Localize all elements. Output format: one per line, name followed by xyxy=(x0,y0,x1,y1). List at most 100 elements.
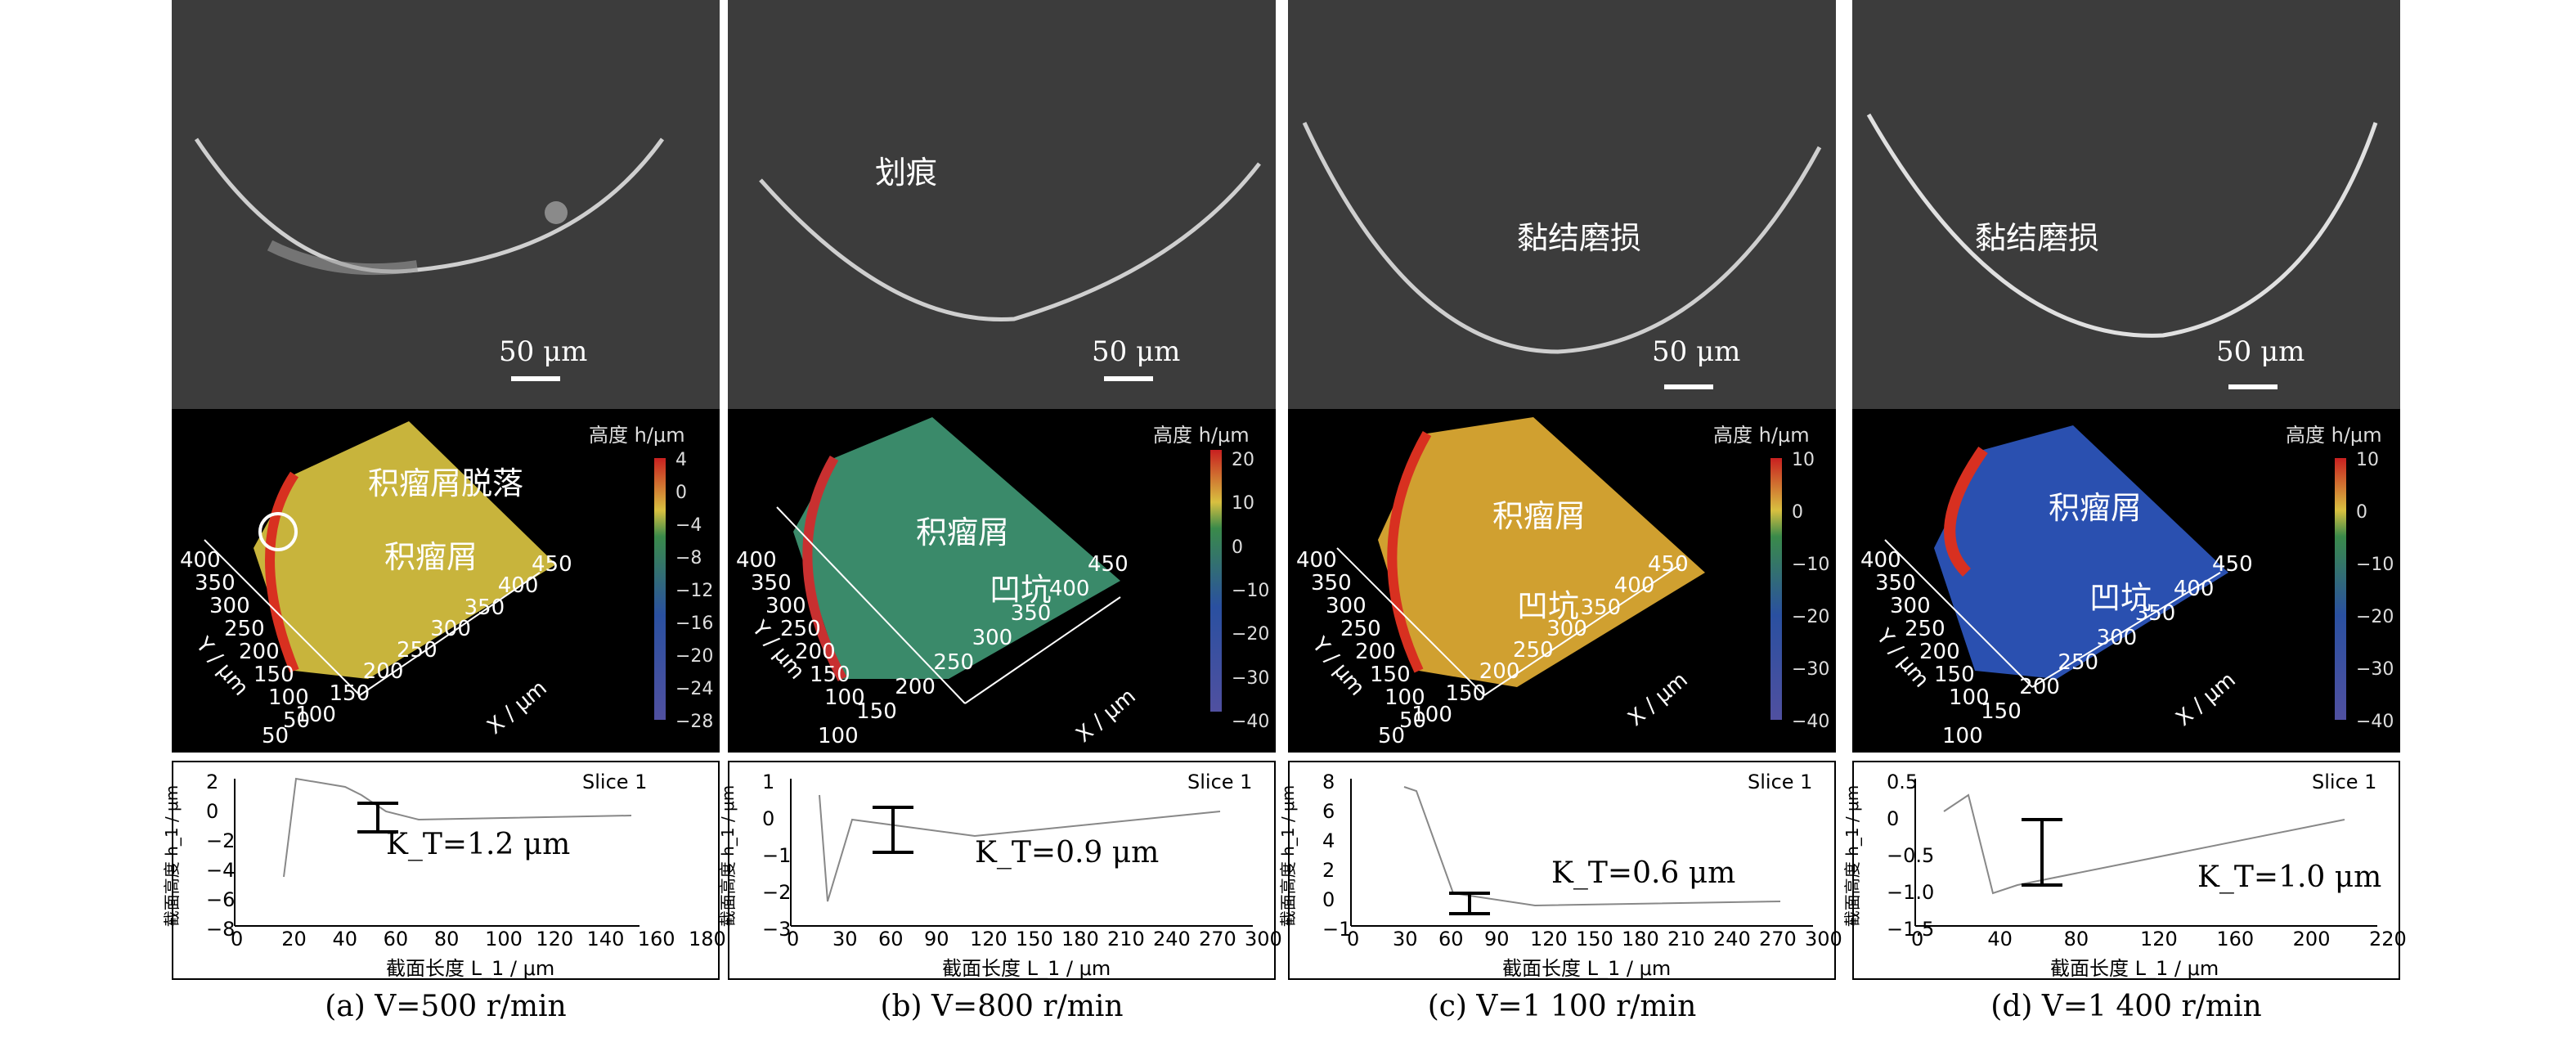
profile-y-tick: 0 xyxy=(1887,807,1900,830)
profile-y-tick: −4 xyxy=(206,859,236,882)
colormap-a: 积瘤屑脱落 积瘤屑 高度 h/μm X / μm Y / μm 4 0 −4 −8 −1… xyxy=(172,409,720,753)
y-tick: 250 xyxy=(780,617,821,641)
profile-y-tick: −0.5 xyxy=(1887,844,1935,867)
cmap-label-0: 积瘤屑 xyxy=(916,515,1010,550)
x-tick: 250 xyxy=(397,638,438,663)
colorbar-tick: 20 xyxy=(1232,450,1254,470)
x-tick: 250 xyxy=(1513,638,1554,663)
colormap-c: 积瘤屑 凹坑 高度 h/μm X / μm Y / μm 10 0 −10 −20 −3… xyxy=(1288,409,1836,753)
profile-x-tick: 200 xyxy=(2292,928,2331,950)
x-tick: 100 xyxy=(1942,724,1983,748)
profile-x-tick: 180 xyxy=(1061,928,1099,950)
colorbar-title: 高度 h/μm xyxy=(2286,424,2382,447)
y-tick: 250 xyxy=(1340,617,1381,641)
kt-value: K_T=0.6 μm xyxy=(1551,856,1736,890)
x-axis-label: 截面长度 L_1 / μm xyxy=(1502,957,1672,980)
colormap-d: 积瘤屑 凹坑 高度 h/μm X / μm Y / μm 10 0 −10 −20 −3… xyxy=(1852,409,2400,753)
x-tick: 300 xyxy=(1546,616,1587,641)
profile-x-tick: 80 xyxy=(2063,928,2089,950)
x-tick: 150 xyxy=(329,681,370,706)
profile-x-tick: 40 xyxy=(1987,928,2013,950)
profile-y-tick: 8 xyxy=(1322,771,1335,793)
profile-x-tick: 180 xyxy=(689,928,726,950)
profile-x-tick: 100 xyxy=(485,928,523,950)
colorbar-tick: −30 xyxy=(1792,659,1830,680)
sem-label-0: 黏结磨损 xyxy=(1517,220,1642,256)
colorbar-tick: −20 xyxy=(2356,607,2394,627)
profile-x-tick: 160 xyxy=(637,928,675,950)
colorbar-tick: 10 xyxy=(1232,493,1254,515)
profile-y-tick: −1 xyxy=(762,844,792,867)
profile-x-tick: 40 xyxy=(332,928,357,950)
sem-image-c: 黏结磨损 50 μm xyxy=(1288,0,1836,409)
colorbar-tick: −28 xyxy=(675,712,714,732)
colorbar-tick: −8 xyxy=(675,548,702,568)
profile-x-tick: 60 xyxy=(383,928,409,950)
x-tick: 200 xyxy=(362,659,404,685)
surface-a xyxy=(204,421,556,696)
y-tick: 200 xyxy=(1919,640,1960,664)
y-tick: 150 xyxy=(1370,663,1411,687)
profile-x-tick: 20 xyxy=(281,928,307,950)
sem-image-a: 50 μm xyxy=(172,0,720,409)
profile-plot-a xyxy=(234,777,640,927)
colorbar-tick: −24 xyxy=(675,679,714,699)
legend-label: Slice 1 xyxy=(2312,771,2377,793)
colorbar xyxy=(654,458,666,720)
y-tick: 150 xyxy=(810,663,850,687)
colorbar-title: 高度 h/μm xyxy=(1153,424,1250,447)
y-tick: 400 xyxy=(1860,548,1901,573)
x-tick: 150 xyxy=(1981,699,2022,724)
colorbar-tick: −40 xyxy=(2356,712,2394,732)
kt-value: K_T=1.2 μm xyxy=(386,828,571,861)
cmap-label-0: 积瘤屑 xyxy=(1492,498,1586,534)
profile-x-tick: 150 xyxy=(1576,928,1613,950)
sem-edge-c xyxy=(1302,121,1822,354)
profile-y-tick: 0 xyxy=(762,807,775,830)
colorbar-tick: −30 xyxy=(1232,667,1270,689)
caption-b: (b) V=800 r/min xyxy=(880,990,1124,1023)
x-tick: 450 xyxy=(532,552,572,577)
surface-b xyxy=(776,417,1121,704)
y-tick: 300 xyxy=(1326,594,1367,618)
colorbar xyxy=(1770,458,1782,720)
x-tick: 100 xyxy=(295,702,336,727)
profile-y-tick: −2 xyxy=(206,829,236,852)
profile-x-tick: 90 xyxy=(924,928,949,950)
y-tick: 300 xyxy=(209,594,250,618)
colorbar-tick: −16 xyxy=(675,613,714,634)
x-tick: 350 xyxy=(1010,601,1052,626)
profile-x-tick: 270 xyxy=(1199,928,1236,950)
cmap-label-1: 凹坑 xyxy=(1517,588,1580,624)
x-tick: 300 xyxy=(430,616,471,641)
kt-value: K_T=1.0 μm xyxy=(2197,861,2382,894)
colorbar-tick: −20 xyxy=(1232,624,1270,645)
scale-label: 50 μm xyxy=(1652,335,1741,368)
scale-bar xyxy=(511,376,560,381)
x-axis-label: 截面长度 L_1 / μm xyxy=(386,957,555,980)
profile-y-tick: 4 xyxy=(1322,829,1335,852)
colorbar-tick: −30 xyxy=(2356,659,2394,680)
profile-x-tick: 80 xyxy=(433,928,460,950)
profile-x-tick: 120 xyxy=(536,928,574,950)
y-tick: 200 xyxy=(795,640,836,664)
panel-d: 黏结磨损 50 μm 积瘤屑 凹坑 高度 h/μm X / μm Y / μm … xyxy=(1842,0,2407,1038)
profile-y-tick: −1.5 xyxy=(1887,918,1935,941)
profile-y-tick: 0 xyxy=(1322,888,1335,911)
profile-a: Slice 1 K_T=1.2 μm 截面长度 L_1 / μm 2 0 −2 −4−… xyxy=(162,761,726,980)
y-tick: 350 xyxy=(751,571,792,595)
profile-x-tick: 60 xyxy=(1438,928,1464,950)
profile-x-tick: 210 xyxy=(1667,928,1705,950)
colorbar-tick: −10 xyxy=(2356,555,2394,575)
profile-x-tick: 60 xyxy=(878,928,904,950)
profile-x-tick: 150 xyxy=(1016,928,1053,950)
colorbar-tick: 0 xyxy=(2356,502,2367,523)
profile-x-tick: 120 xyxy=(2140,928,2178,950)
kt-value: K_T=0.9 μm xyxy=(975,836,1160,869)
colorbar-tick: 10 xyxy=(1792,450,1815,470)
profile-y-tick: 2 xyxy=(206,771,219,793)
profile-y-tick: 1 xyxy=(762,771,775,793)
colorbar-tick: 0 xyxy=(675,483,687,503)
x-tick: 450 xyxy=(1648,552,1689,577)
